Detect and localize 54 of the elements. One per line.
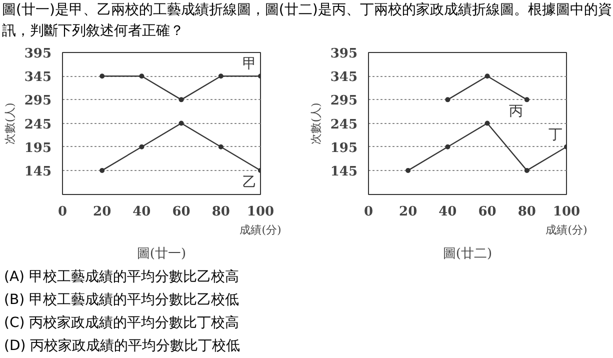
series-label: 甲 bbox=[242, 56, 256, 72]
text: (B) 甲校工藝成績的平均分數比乙校低 bbox=[4, 292, 239, 308]
point bbox=[100, 168, 105, 173]
point bbox=[406, 168, 411, 173]
point bbox=[218, 144, 224, 150]
text: (D) 丙校家政成績的平均分數比丁校低 bbox=[4, 338, 240, 354]
x-axis-title: 成績(分) bbox=[546, 224, 588, 236]
text: 圖(廿一) bbox=[136, 246, 186, 262]
x-tick-label: 0 bbox=[58, 204, 68, 220]
text: (A) 甲校工藝成績的平均分數比乙校高 bbox=[4, 269, 239, 285]
point bbox=[524, 168, 530, 173]
y-tick-label: 295 bbox=[330, 94, 358, 109]
x-tick-label: 80 bbox=[518, 204, 536, 220]
x-tick-label: 60 bbox=[478, 204, 496, 220]
y-tick-label: 195 bbox=[24, 140, 52, 156]
x-tick-label: 20 bbox=[93, 204, 112, 220]
point bbox=[484, 74, 490, 79]
x-axis-title: 成績(分) bbox=[240, 224, 282, 236]
point bbox=[218, 74, 224, 79]
x-tick-label: 0 bbox=[364, 204, 374, 220]
y-tick-label: 395 bbox=[24, 46, 52, 62]
y-tick-label: 395 bbox=[330, 46, 358, 62]
point bbox=[139, 144, 144, 150]
y-tick-label: 145 bbox=[330, 164, 358, 180]
y-tick-label: 295 bbox=[24, 94, 52, 109]
x-tick-label: 20 bbox=[399, 204, 418, 220]
text: (C) 丙校家政成績的平均分數比丁校高 bbox=[4, 315, 240, 331]
text: 圖(廿一)是甲、乙兩校的工藝成績折線圖，圖(廿二)是丙、丁兩校的家政成績折線圖。根據圖中的資訊，判斷下列敘述何者正確？ bbox=[2, 1, 613, 41]
x-tick-label: 60 bbox=[172, 204, 190, 220]
y-tick-label: 195 bbox=[330, 140, 358, 156]
text: 圖(廿二) bbox=[442, 246, 492, 262]
y-axis-title: 次數(人) bbox=[309, 102, 322, 144]
series-label: 乙 bbox=[242, 174, 256, 190]
y-tick-label: 145 bbox=[24, 164, 52, 180]
y-tick-label: 245 bbox=[24, 117, 52, 132]
x-tick-label: 80 bbox=[212, 204, 230, 220]
y-tick-label: 245 bbox=[330, 117, 358, 132]
point bbox=[445, 97, 450, 102]
point bbox=[178, 120, 184, 126]
point bbox=[100, 74, 105, 79]
x-tick-label: 40 bbox=[438, 204, 457, 220]
y-tick-label: 345 bbox=[330, 70, 358, 86]
x-tick-label: 40 bbox=[132, 204, 151, 220]
y-axis-title: 次數(人) bbox=[3, 102, 16, 144]
series-label: 丁 bbox=[548, 126, 562, 143]
series-label: 丙 bbox=[508, 104, 523, 120]
point bbox=[445, 144, 450, 150]
point bbox=[139, 74, 144, 79]
point bbox=[484, 120, 490, 126]
x-tick-label: 100 bbox=[552, 204, 580, 220]
x-tick-label: 100 bbox=[246, 204, 274, 220]
y-tick-label: 345 bbox=[24, 70, 52, 86]
point bbox=[524, 97, 530, 102]
point bbox=[178, 97, 184, 102]
